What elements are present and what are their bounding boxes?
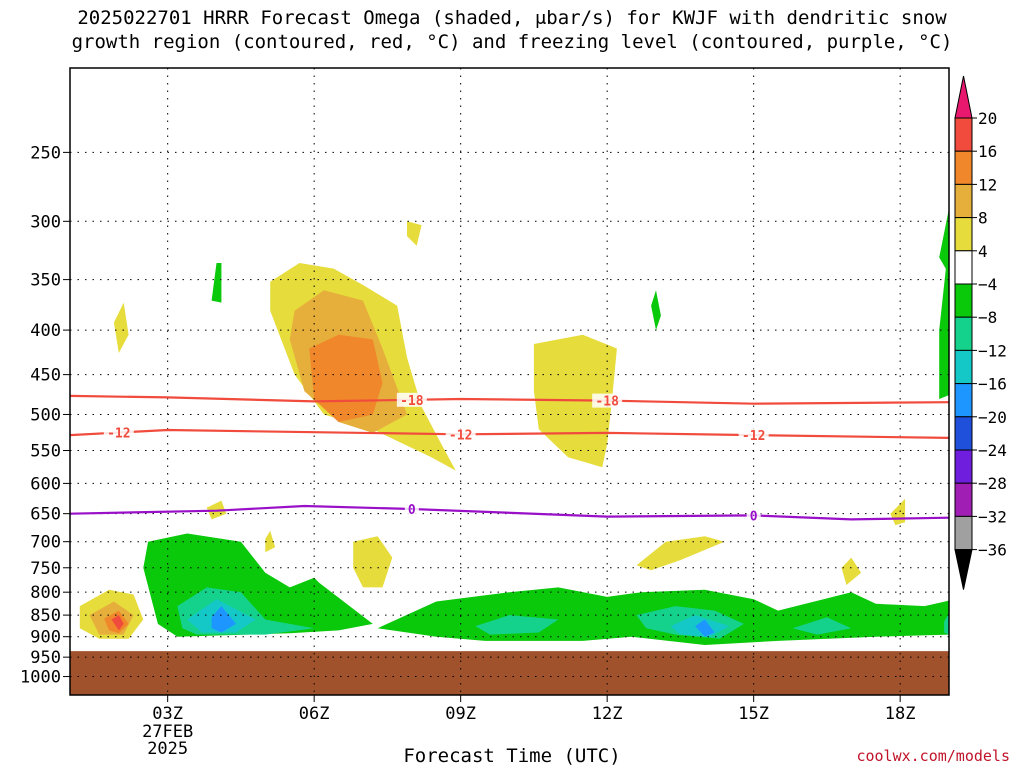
colorbar-label: −24 [978,441,1007,460]
omega-region-16 [939,239,949,399]
y-tick-label: 450 [30,366,61,386]
contour-label-bg [445,427,476,442]
omega-region-8 [353,536,393,588]
omega-region-13 [211,263,222,303]
x-tick-label: 06Z [299,704,330,724]
omega-region-21 [792,617,852,635]
omega-region-11 [890,498,906,526]
y-tick-label: 650 [30,505,61,525]
y-tick-label: 250 [30,143,61,163]
colorbar-label: 8 [978,209,988,228]
y-tick-label: 400 [30,321,61,341]
colorbar-label: 16 [978,142,997,161]
colorbar-label: −12 [978,341,1007,360]
colorbar-swatch [954,150,973,185]
y-tick-label: 1000 [20,668,61,688]
colorbar-label: 4 [978,242,988,261]
credit-link[interactable]: coolwx.com/models [856,747,1010,765]
contour-label-bg [746,508,761,523]
omega-region-30 [111,615,124,631]
contour-label: -12 [449,428,472,443]
y-tick-label: 300 [30,212,61,232]
x-tick-label: 09Z [445,704,476,724]
omega-region-25 [211,606,236,633]
omega-region-5 [407,221,422,246]
y-tick-label: 800 [30,583,61,603]
contour-label-bg [738,428,769,443]
omega-region-14 [651,290,661,331]
title-line-2: growth region (contoured, red, °C) and f… [71,31,953,53]
contour-label-bg [103,425,134,440]
colorbar-label: −4 [978,275,997,294]
colorbar-swatch [954,515,973,551]
y-tick-label: 950 [30,648,61,668]
y-tick-label: 550 [30,442,61,462]
contour-label: -12 [742,429,765,444]
colorbar-swatch [954,283,973,318]
colorbar-swatch [954,416,973,451]
colorbar-label: −32 [978,507,1007,526]
omega-region-4 [113,302,129,353]
x-tick-label: 18Z [885,704,916,724]
colorbar-top-arrow [954,75,973,119]
colorbar-swatch [954,217,973,252]
colorbar-label: −8 [978,308,997,327]
y-tick-label: 850 [30,606,61,626]
contour-line [70,428,949,439]
omega-region-19 [475,615,559,635]
contour-label-bg [592,393,623,408]
omega-region-26 [695,619,715,637]
contour-line [70,504,949,521]
y-tick-label: 900 [30,628,61,648]
colorbar-swatch [954,117,973,152]
y-tick-label: 750 [30,559,61,579]
contour-label: 0 [408,503,416,518]
colorbar-swatch [954,183,973,219]
x-tick-date-label: 27FEB [142,722,193,742]
colorbar-swatch [954,316,973,351]
y-tick-label: 500 [30,405,61,425]
y-tick-label: 600 [30,474,61,494]
ground-area [70,651,949,695]
colorbar-swatch [954,349,973,385]
contour-label: -12 [107,427,130,442]
plot-frame [69,67,950,696]
x-axis-label: Forecast Time (UTC) [403,745,621,767]
title-line-1: 2025022701 HRRR Forecast Omega (shaded, … [77,7,947,29]
colorbar-label: 12 [978,175,997,194]
y-tick-label: 350 [30,271,61,291]
colorbar-swatch [954,449,973,484]
contour-line [70,394,949,405]
omega-region-17 [939,208,949,275]
contour-label: -18 [400,394,424,409]
colorbar-label: −36 [978,541,1007,560]
colorbar-label: 20 [978,109,997,128]
colorbar-label: −20 [978,408,1007,427]
contour-label: 0 [750,509,758,524]
contour-label-bg [404,501,419,516]
chart-title: 2025022701 HRRR Forecast Omega (shaded, … [0,6,1024,54]
colorbar-swatch [954,250,973,285]
x-tick-date-label: 2025 [147,739,188,759]
colorbar-swatch [954,482,973,517]
y-tick-label: 700 [30,533,61,553]
contour-label: -18 [595,395,619,410]
x-tick-label: 12Z [592,704,623,724]
contour-label-bg [396,392,427,407]
colorbar-label: −28 [978,474,1007,493]
omega-region-22 [944,612,949,635]
colorbar-label: −16 [978,375,1007,394]
omega-region-9 [636,536,725,571]
x-tick-label: 15Z [738,704,769,724]
colorbar-bottom-arrow [954,549,973,590]
colorbar-swatch [954,383,973,418]
omega-region-7 [265,530,276,553]
x-tick-label: 03Z [152,704,183,724]
omega-region-10 [841,557,862,585]
